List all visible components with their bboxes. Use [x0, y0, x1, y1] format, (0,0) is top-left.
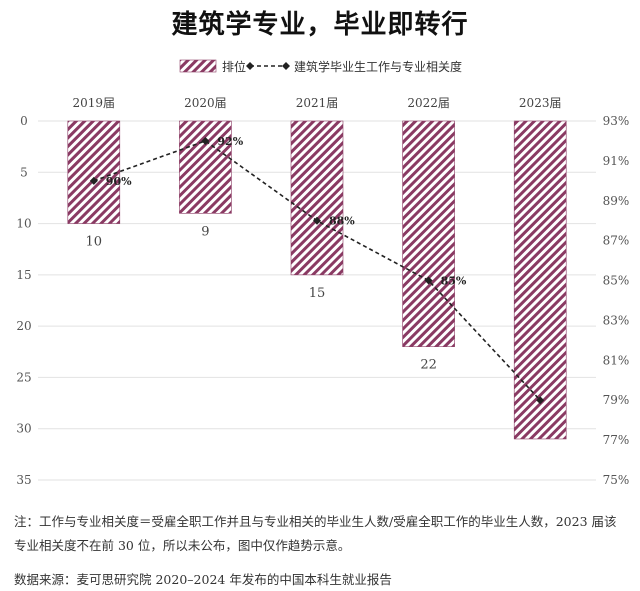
- left-tick-label: 10: [16, 217, 31, 231]
- right-tick-label: 81%: [603, 353, 630, 367]
- bar-label: 10: [86, 235, 103, 250]
- chart-title: 建筑学专业，毕业即转行: [171, 10, 469, 40]
- combo-chart: 排位 建筑学毕业生工作与专业相关度 10 9 15 22 90% 92% 88% 85% 0 5…: [16, 59, 629, 487]
- bar: [402, 120, 455, 347]
- line-point: [536, 396, 545, 405]
- left-tick-label: 35: [16, 473, 31, 487]
- bar-label: 9: [201, 224, 209, 239]
- line-point: [313, 216, 321, 225]
- bar: [179, 120, 232, 214]
- right-tick-label: 77%: [603, 433, 630, 447]
- legend-label-bar: 排位: [222, 59, 246, 74]
- line-label: 92%: [217, 135, 243, 148]
- category-label: 2021届: [296, 96, 339, 110]
- right-tick-label: 79%: [603, 393, 630, 407]
- legend-swatch-bar: [179, 59, 217, 73]
- line-point: [89, 176, 98, 185]
- left-tick-label: 5: [20, 165, 28, 179]
- line-label: 85%: [441, 275, 467, 288]
- right-tick-label: 89%: [603, 194, 630, 208]
- bar-series: 10 9 15 22: [67, 120, 567, 440]
- bar-label: 22: [420, 358, 437, 373]
- right-tick-label: 93%: [603, 114, 630, 128]
- line-series: 90% 92% 88% 85%: [89, 135, 545, 405]
- line-label: 90%: [106, 175, 132, 188]
- right-tick-label: 91%: [603, 154, 630, 168]
- line-point: [201, 136, 210, 145]
- left-tick-label: 25: [16, 370, 31, 384]
- right-tick-label: 87%: [603, 234, 630, 248]
- footnote: 注：工作与专业相关度＝受雇全职工作并且与专业相关的毕业生人数/受雇全职工作的毕业…: [14, 514, 617, 553]
- bar-label: 15: [309, 286, 326, 301]
- line-label: 88%: [329, 215, 355, 228]
- data-source: 数据来源：麦可思研究院 2020–2024 年发布的中国本科生就业报告: [14, 572, 392, 587]
- legend-marker: [246, 62, 254, 70]
- bar: [290, 120, 344, 276]
- left-tick-label: 30: [16, 422, 31, 436]
- bar: [67, 120, 121, 224]
- legend-label-line: 建筑学毕业生工作与专业相关度: [294, 59, 462, 74]
- category-label: 2019届: [73, 96, 116, 110]
- axes: 0 5 10 15 20 25 30 35 93% 91% 89% 87% 85% 83% 81% 79% 77…: [16, 96, 629, 487]
- left-tick-label: 15: [16, 268, 31, 282]
- bar: [513, 120, 567, 440]
- left-tick-label: 20: [16, 319, 31, 333]
- right-tick-label: 85%: [603, 274, 630, 288]
- right-tick-label: 83%: [603, 313, 630, 327]
- legend-marker: [282, 62, 290, 70]
- category-label: 2022届: [407, 96, 450, 110]
- right-tick-label: 75%: [603, 473, 630, 487]
- category-label: 2020届: [184, 96, 227, 110]
- legend: 排位 建筑学毕业生工作与专业相关度: [179, 59, 462, 74]
- line-point: [424, 276, 433, 285]
- left-tick-label: 0: [20, 114, 28, 128]
- category-label: 2023届: [519, 96, 562, 110]
